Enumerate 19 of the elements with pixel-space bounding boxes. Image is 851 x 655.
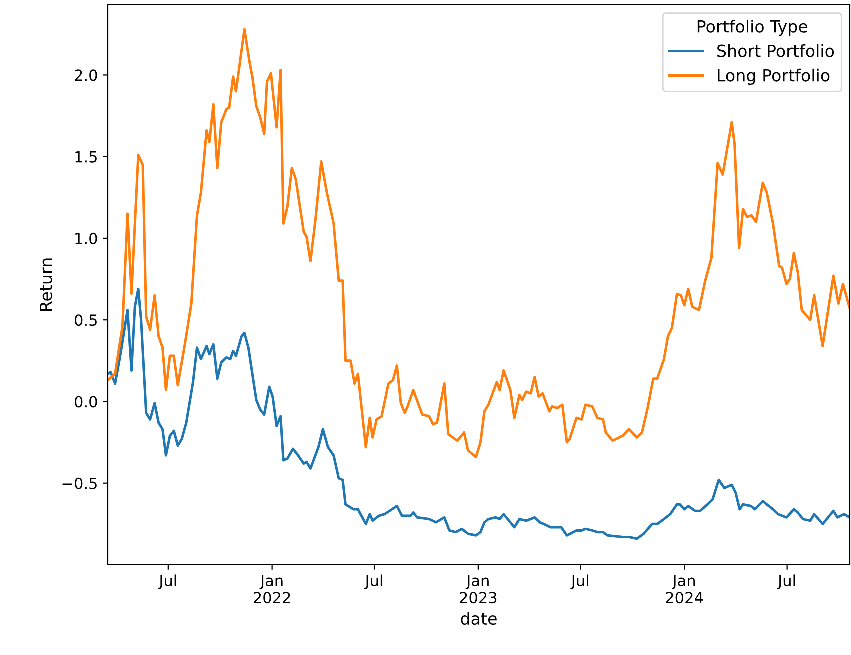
legend-label: Long Portfolio [718,68,830,86]
y-tick-label: 0.5 [74,314,97,326]
y-tick-label: 2.0 [75,70,98,82]
legend-title: Portfolio Type [698,20,808,36]
x-tick-label: Jul [777,574,796,590]
y-tick-label: 0.0 [74,396,98,408]
y-axis-title: Return [40,258,52,312]
line-series [108,288,850,540]
x-axis-title: date [461,612,497,626]
x-tick-label: Jul [158,574,176,590]
x-tick-label: Jan 2024 [666,575,704,604]
x-tick-label: Jan 2023 [460,575,497,604]
legend-label: Short Portfolio [718,44,834,58]
y-tick-label: 1.5 [76,152,97,163]
y-tick-label: −0.5 [62,478,97,490]
x-tick-label: Jul [570,574,588,590]
x-tick-label: Jul [364,574,382,590]
y-tick-label: 1.0 [76,232,98,244]
x-tick-label: Jan 2022 [254,575,290,604]
